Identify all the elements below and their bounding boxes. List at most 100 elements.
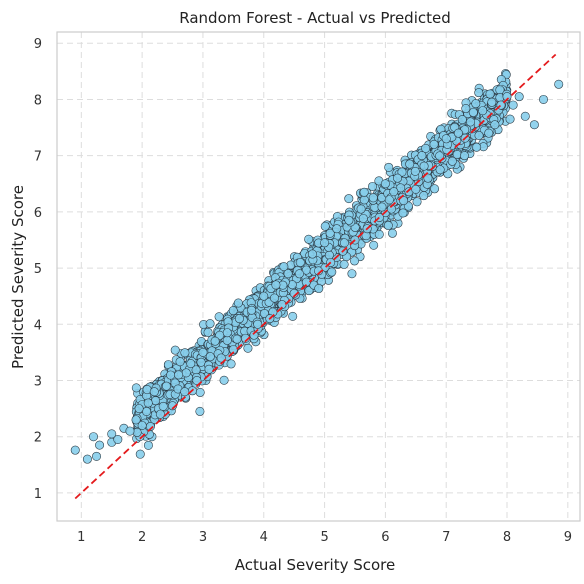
grid-lines [57, 32, 580, 521]
data-point [447, 156, 457, 166]
y-tick-label: 3 [34, 374, 42, 389]
chart-title: Random Forest - Actual vs Predicted [179, 9, 451, 27]
y-tick-label: 2 [34, 431, 42, 446]
data-point [344, 194, 354, 204]
data-point [514, 92, 524, 102]
data-point [155, 409, 165, 419]
data-point [410, 166, 420, 176]
data-point [210, 336, 220, 346]
data-point [180, 387, 190, 397]
data-point [158, 401, 168, 411]
y-tick-labels: 1 2 3 4 5 6 7 8 9 [34, 37, 42, 502]
y-tick-label: 6 [34, 206, 42, 221]
data-point [520, 111, 530, 121]
data-point [386, 204, 396, 214]
data-point [259, 291, 269, 301]
data-point [222, 328, 232, 338]
data-point [205, 319, 215, 329]
data-point [198, 347, 208, 357]
data-point [393, 173, 403, 183]
data-point [421, 143, 431, 153]
data-point [143, 440, 153, 450]
data-point [82, 454, 92, 464]
y-tick-label: 5 [34, 262, 42, 277]
data-point [435, 151, 445, 161]
data-point [228, 306, 238, 316]
x-tick-label: 5 [320, 530, 328, 545]
data-point [219, 375, 229, 385]
data-point [539, 94, 549, 104]
data-point [412, 197, 422, 207]
data-point [377, 202, 387, 212]
data-point [399, 196, 409, 206]
data-point [344, 215, 354, 225]
data-point [304, 234, 314, 244]
data-point [419, 161, 429, 171]
x-tick-labels: 1 2 3 4 5 6 7 8 9 [77, 530, 572, 545]
data-point [234, 314, 244, 324]
data-point [417, 151, 427, 161]
x-tick-label: 4 [260, 530, 268, 545]
data-point [214, 312, 224, 322]
data-point [474, 88, 484, 98]
data-point [314, 284, 324, 294]
data-point [505, 114, 515, 124]
data-point [430, 184, 440, 194]
data-point [92, 451, 102, 461]
data-point [232, 334, 242, 344]
data-point [383, 221, 393, 231]
data-point [161, 381, 171, 391]
x-tick-label: 7 [442, 530, 450, 545]
data-point [490, 120, 500, 130]
x-tick-label: 1 [77, 530, 85, 545]
x-tick-label: 3 [199, 530, 207, 545]
y-tick-label: 8 [34, 93, 42, 108]
data-point [441, 134, 451, 144]
data-point [461, 104, 471, 114]
data-point [339, 259, 349, 269]
data-point [429, 139, 439, 149]
data-point [137, 420, 147, 430]
data-point [471, 99, 481, 109]
data-point [324, 250, 334, 260]
data-point [288, 311, 298, 321]
data-point [125, 426, 135, 436]
data-point [107, 429, 117, 439]
data-point [398, 208, 408, 218]
data-point [405, 159, 415, 169]
data-point [195, 387, 205, 397]
data-point [88, 432, 98, 442]
data-point [332, 224, 342, 234]
data-point [295, 257, 305, 267]
data-point [478, 106, 488, 116]
data-point [380, 179, 390, 189]
data-point [508, 100, 518, 110]
x-tick-label: 6 [381, 530, 389, 545]
data-point [95, 440, 105, 450]
y-tick-label: 1 [34, 487, 42, 502]
data-point [325, 228, 335, 238]
data-point [174, 370, 184, 380]
data-points [70, 69, 564, 464]
data-point [374, 229, 384, 239]
data-point [131, 415, 141, 425]
data-point [253, 319, 263, 329]
data-point [279, 262, 289, 272]
data-point [397, 167, 407, 177]
data-point [226, 359, 236, 369]
data-point [502, 92, 512, 102]
x-tick-label: 8 [503, 530, 511, 545]
data-point [339, 238, 349, 248]
data-point [384, 162, 394, 172]
data-point [70, 445, 80, 455]
data-point [271, 280, 281, 290]
data-point [411, 184, 421, 194]
data-point [350, 256, 360, 266]
data-point [554, 79, 564, 89]
data-point [216, 353, 226, 363]
data-point [204, 364, 214, 374]
data-point [369, 240, 379, 250]
data-point [396, 183, 406, 193]
data-point [423, 173, 433, 183]
